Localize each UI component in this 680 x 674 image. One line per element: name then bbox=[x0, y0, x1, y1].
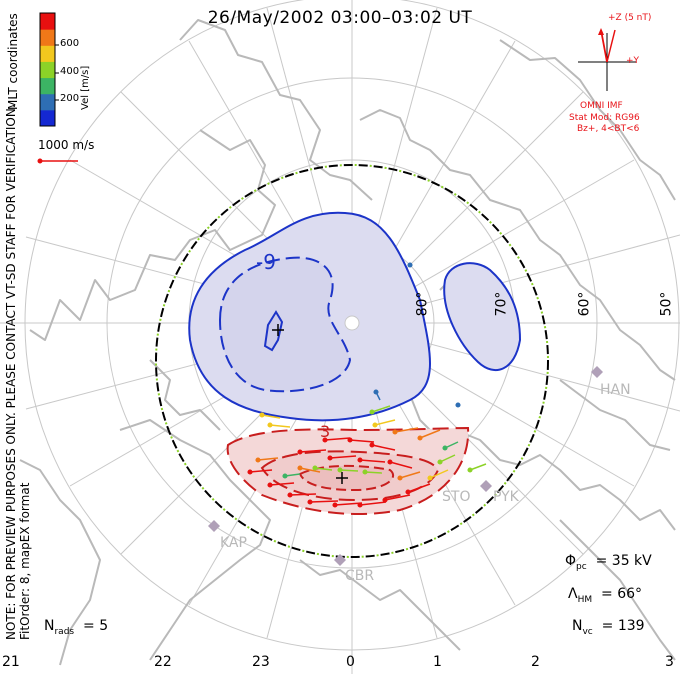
contour-label-neg9: -9 bbox=[256, 250, 276, 274]
lambda-hm-stat: ΛHM = 66° bbox=[568, 586, 643, 605]
stat-model-line1: Stat Mod: RG96 bbox=[569, 113, 640, 123]
colorbar-swatch bbox=[40, 109, 55, 127]
phi-pc-stat: Φpc = 35 kV bbox=[565, 553, 652, 572]
latitude-label-50: 50° bbox=[658, 291, 675, 317]
station-kap: KAP bbox=[220, 535, 247, 551]
vector-scale-label: 1000 m/s bbox=[38, 138, 95, 152]
preview-note: NOTE: FOR PREVIEW PURPOSES ONLY. PLEASE … bbox=[4, 104, 18, 640]
station-sto: STO bbox=[442, 489, 471, 505]
velocity-vectors bbox=[247, 262, 487, 508]
mlt-label-0: 0 bbox=[346, 654, 355, 670]
colorbar-label: Vel [m/s] bbox=[80, 65, 91, 110]
colorbar-swatch bbox=[40, 29, 55, 46]
colorbar-tick-200: 200 bbox=[60, 93, 80, 104]
negative-contour-core bbox=[263, 310, 284, 352]
mlt-label-22: 22 bbox=[154, 654, 172, 670]
n-rads-value: 5 bbox=[99, 618, 109, 634]
latitude-label-70: 70° bbox=[493, 291, 510, 317]
latitude-label-80: 80° bbox=[414, 291, 431, 317]
vector-scale-arrow bbox=[37, 158, 78, 164]
imf-source: OMNI IMF bbox=[580, 101, 623, 111]
mlt-label-3: 3 bbox=[665, 654, 674, 670]
phi-pc-value: 35 kV bbox=[611, 553, 652, 569]
stat-model-line2: Bz+, 4<BT<6 bbox=[577, 124, 640, 134]
imf-y-label: +Y bbox=[626, 56, 640, 66]
plot-title: 26/May/2002 03:00–03:02 UT bbox=[207, 8, 473, 28]
magnetic-pole bbox=[344, 315, 360, 331]
station-cbr: CBR bbox=[345, 568, 375, 584]
colorbar-tick-600: 600 bbox=[60, 38, 80, 49]
colorbar-swatch bbox=[40, 77, 55, 95]
negative-potential-cell-dawn bbox=[443, 262, 522, 372]
station-han: HAN bbox=[600, 382, 631, 398]
latitude-label-60: 60° bbox=[576, 291, 593, 317]
lambda-hm-value: 66° bbox=[617, 586, 643, 602]
colorbar-ticks bbox=[55, 44, 59, 101]
hm-boundary bbox=[155, 164, 549, 558]
coordinates-label: MLT coordinates bbox=[6, 13, 20, 110]
contour-label-3: 3 bbox=[320, 422, 331, 441]
potential-min-marker bbox=[272, 324, 284, 336]
mlt-label-23: 23 bbox=[252, 654, 270, 670]
mlt-label-21: 21 bbox=[2, 654, 20, 670]
n-rads-stat: Nrads = 5 bbox=[44, 618, 109, 637]
negative-contour-inner bbox=[218, 256, 352, 393]
n-vc-value: 139 bbox=[617, 618, 645, 634]
imf-z-label: +Z (5 nT) bbox=[608, 13, 652, 23]
station-markers bbox=[208, 366, 603, 566]
colorbar-swatch bbox=[40, 13, 55, 30]
velocity-colorbar bbox=[39, 12, 56, 127]
colorbar-tick-400: 400 bbox=[60, 66, 80, 77]
potential-max-marker bbox=[336, 472, 348, 484]
station-pyk: PYK bbox=[493, 489, 519, 505]
fit-order-note: FitOrder: 8, mapEX format bbox=[18, 482, 32, 640]
colorbar-swatch bbox=[40, 93, 55, 111]
imf-dial bbox=[578, 28, 636, 91]
n-vc-stat: Nvc = 139 bbox=[572, 618, 645, 637]
colorbar-swatch bbox=[40, 61, 55, 79]
colorbar-swatch bbox=[40, 45, 55, 62]
mlt-label-1: 1 bbox=[433, 654, 442, 670]
mlt-label-2: 2 bbox=[531, 654, 540, 670]
